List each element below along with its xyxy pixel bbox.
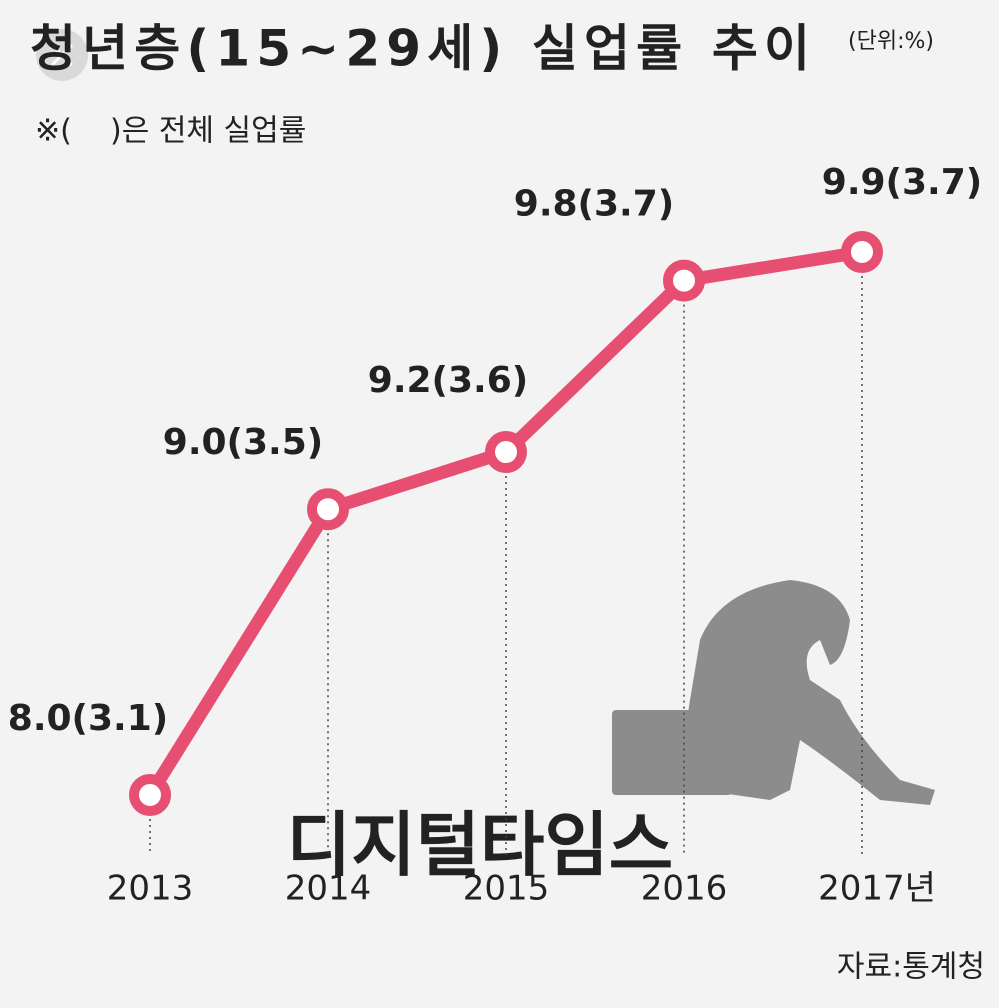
- data-label: 8.0(3.1): [8, 698, 168, 739]
- unit: (단위:%): [848, 29, 934, 54]
- point: [129, 774, 171, 816]
- watermark: 디지털타임스: [287, 804, 673, 886]
- x-tick-label: 2017년: [818, 869, 936, 909]
- close-icon: [50, 43, 74, 67]
- point: [307, 488, 349, 531]
- silhouette: [612, 580, 935, 805]
- data-label: 9.0(3.5): [163, 422, 323, 463]
- x-tick-label: 2014: [285, 869, 372, 909]
- source: 자료:통계청: [837, 950, 985, 985]
- chart-title: 청년층(15~29세) 실업률 추이: [30, 20, 810, 78]
- note: ※( )은 전체 실업률: [35, 114, 306, 149]
- data-label: 9.9(3.7): [822, 162, 982, 203]
- data-label: 9.2(3.6): [368, 360, 528, 401]
- point: [663, 259, 705, 302]
- point: [841, 231, 883, 273]
- x-tick-label: 2013: [107, 869, 194, 909]
- point: [485, 431, 527, 474]
- x-tick-label: 2016: [641, 869, 728, 909]
- data-label: 9.8(3.7): [514, 184, 674, 225]
- x-tick-label: 2015: [463, 869, 550, 909]
